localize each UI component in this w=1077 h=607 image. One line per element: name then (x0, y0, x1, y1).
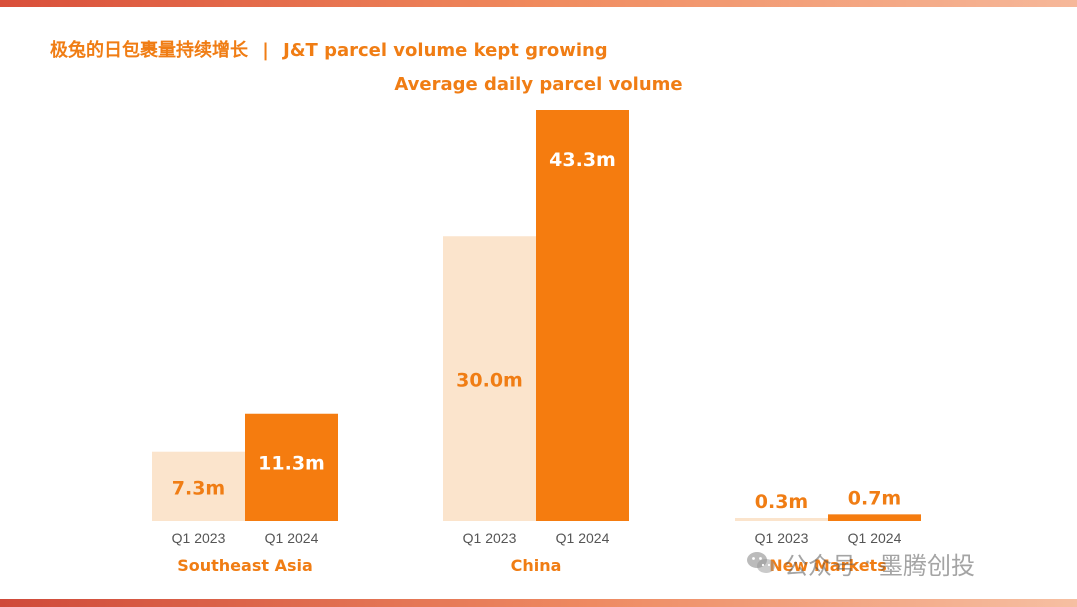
tick-label-southeast-asia-q1-2024: Q1 2024 (265, 530, 319, 546)
group-label-china: China (511, 556, 562, 575)
bar-china-q1-2024 (536, 110, 629, 521)
top-accent-band (0, 0, 1077, 7)
bar-southeast-asia-q1-2023 (152, 451, 245, 521)
watermark: 公众号 · 墨腾创投 (746, 546, 975, 580)
wechat-icon (747, 552, 775, 573)
bar-china-q1-2023 (443, 236, 536, 521)
header-english-title: J&T parcel volume kept growing (283, 40, 608, 61)
value-label-china-q1-2024: 43.3m (549, 149, 616, 171)
bar-new-markets-q1-2023 (735, 518, 828, 521)
tick-label-china-q1-2023: Q1 2023 (463, 530, 517, 546)
value-label-new-markets-q1-2024: 0.7m (848, 487, 901, 509)
watermark-left-text: 公众号 (784, 551, 856, 580)
watermark-dot: · (864, 550, 871, 576)
value-label-southeast-asia-q1-2024: 11.3m (258, 453, 325, 475)
tick-label-new-markets-q1-2023: Q1 2023 (755, 530, 809, 546)
tick-label-china-q1-2024: Q1 2024 (556, 530, 610, 546)
group-label-southeast-asia: Southeast Asia (177, 556, 313, 575)
chart-title: Average daily parcel volume (394, 74, 683, 95)
group-label-new-markets: New Markets (769, 556, 886, 575)
chart-title-wrap: Average daily parcel volume (0, 74, 1077, 95)
value-label-southeast-asia-q1-2023: 7.3m (172, 477, 225, 499)
watermark-right-text: 墨腾创投 (879, 551, 975, 580)
header-chinese-title: 极兔的日包裹量持续增长 (50, 40, 248, 61)
bar-new-markets-q1-2024 (828, 514, 921, 521)
header-separator: | (262, 40, 269, 61)
value-label-china-q1-2023: 30.0m (456, 370, 523, 392)
tick-label-new-markets-q1-2024: Q1 2024 (848, 530, 902, 546)
bottom-accent-band (0, 599, 1077, 607)
bar-southeast-asia-q1-2024 (245, 413, 338, 521)
tick-label-southeast-asia-q1-2023: Q1 2023 (172, 530, 226, 546)
slide-header: 极兔的日包裹量持续增长 | J&T parcel volume kept gro… (50, 36, 608, 62)
value-label-new-markets-q1-2023: 0.3m (755, 491, 808, 513)
